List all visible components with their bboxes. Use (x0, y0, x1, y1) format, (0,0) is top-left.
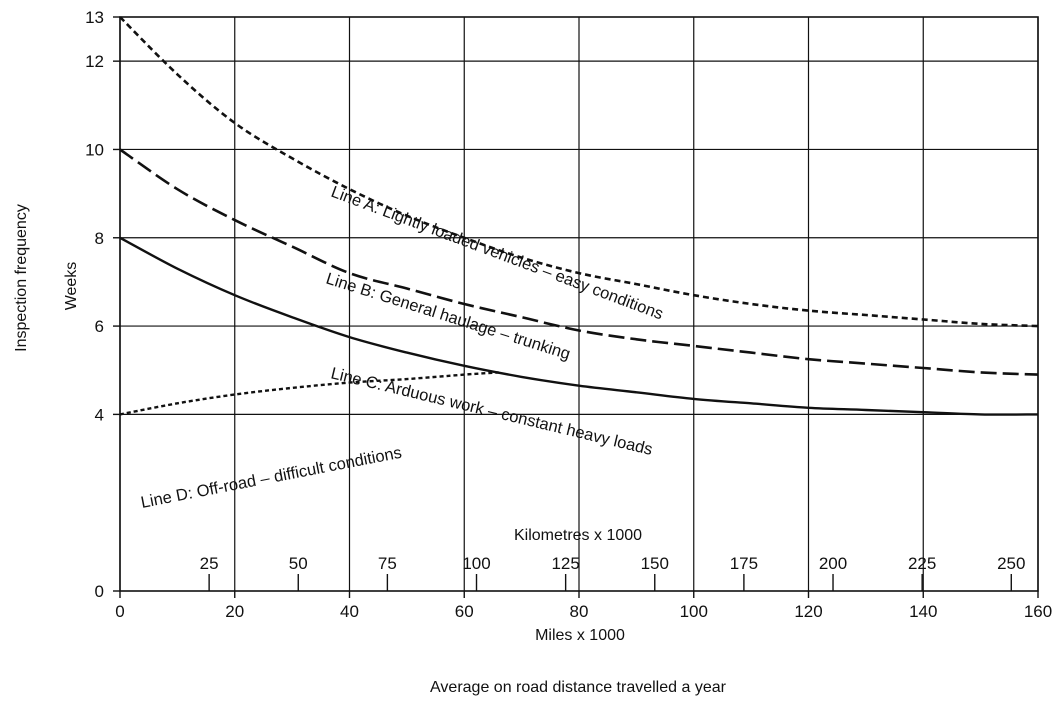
y-tick-label: 8 (95, 229, 104, 248)
y-axis-title-inner: Weeks (63, 262, 80, 311)
x-tick-label: 0 (115, 602, 124, 621)
series-line-c (119, 236, 1039, 416)
x-tick-label: 120 (794, 602, 822, 621)
km-tick-label: 250 (997, 554, 1025, 573)
y-axis-title-outer: Inspection frequency (13, 204, 30, 352)
y-tick-label: 6 (95, 317, 104, 336)
km-tick-label: 150 (641, 554, 669, 573)
x-axis-title: Miles x 1000 (535, 627, 625, 644)
x-tick-label: 140 (909, 602, 937, 621)
km-tick-label: 200 (819, 554, 847, 573)
x-tick-label: 60 (455, 602, 474, 621)
x-tick-label: 100 (680, 602, 708, 621)
y-tick-label: 12 (85, 52, 104, 71)
y-tick-label: 13 (85, 8, 104, 27)
y-tick-label: 4 (95, 405, 104, 424)
x-tick-label: 20 (225, 602, 244, 621)
km-tick-label: 50 (289, 554, 308, 573)
x-tick-label: 40 (340, 602, 359, 621)
series-lines (119, 16, 1039, 416)
km-tick-label: 125 (551, 554, 579, 573)
line-c-label: Line C: Arduous work – constant heavy lo… (329, 364, 654, 459)
km-axis-title: Kilometres x 1000 (514, 527, 642, 544)
km-tick-label: 25 (200, 554, 219, 573)
line-b-label: Line B: General haulage – trunking (324, 270, 573, 364)
x-tick-label: 80 (570, 602, 589, 621)
y-tick-label: 10 (85, 140, 104, 159)
x-tick-label: 160 (1024, 602, 1052, 621)
y-tick-label: 0 (95, 582, 104, 601)
km-tick-label: 225 (908, 554, 936, 573)
km-tick-label: 75 (378, 554, 397, 573)
series-line-b (119, 148, 1039, 376)
chart-caption: Average on road distance travelled a yea… (430, 679, 727, 696)
ticks: 0 20 40 60 80 100 120 140 160 0 4 6 8 10 12 13 25 50 75 100… (85, 8, 1052, 621)
km-tick-label: 175 (730, 554, 758, 573)
line-d-label: Line D: Off-road – difficult conditions (139, 444, 403, 512)
series-line-d (119, 371, 499, 416)
series-line-a (119, 16, 1039, 328)
km-tick-label: 100 (462, 554, 490, 573)
